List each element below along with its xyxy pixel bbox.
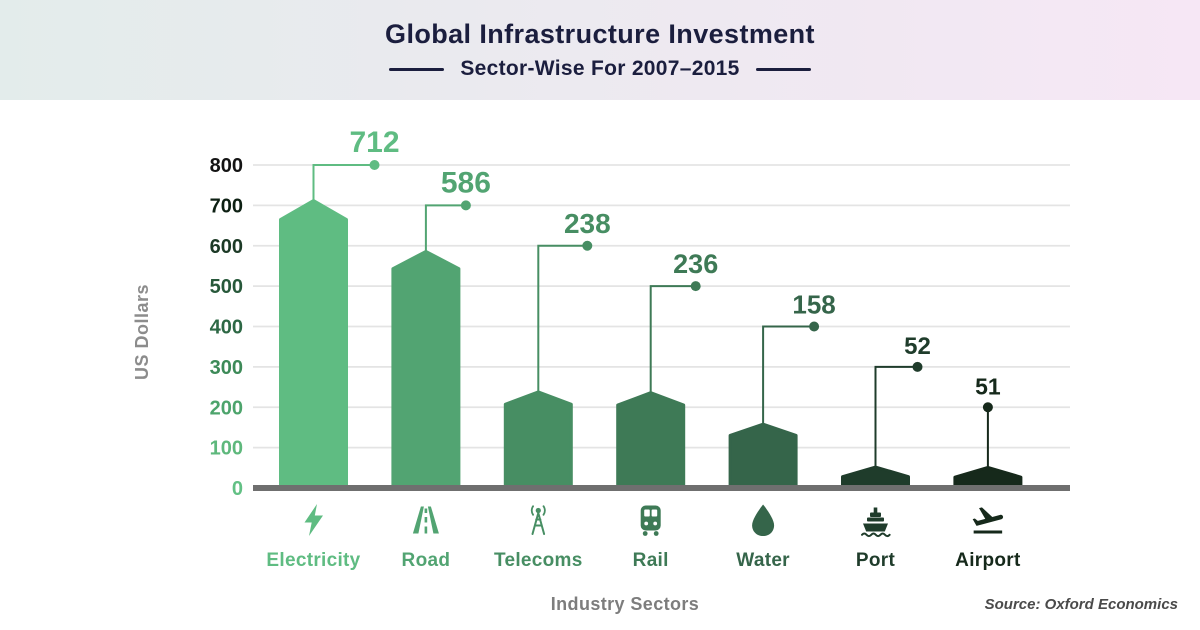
y-tick-label-500: 500 (210, 276, 243, 298)
callout-dot-rail (690, 281, 701, 292)
investment-bar-chart: 0 100 200 300 400 500 600 700 800 US Dollars 712 El… (132, 126, 1178, 614)
y-tick-label-200: 200 (210, 397, 243, 419)
y-tick-label-0: 0 (232, 478, 243, 500)
y-tick-label-800: 800 (210, 155, 243, 177)
y-tick-label-600: 600 (210, 236, 243, 258)
callout-line-water (762, 325, 815, 425)
y-tick-label-300: 300 (210, 357, 243, 379)
y-tick-label-400: 400 (210, 317, 243, 339)
value-label-water: 158 (792, 290, 835, 320)
value-label-port: 52 (904, 333, 931, 360)
bar-water (728, 422, 798, 490)
y-tick-label-100: 100 (210, 438, 243, 460)
ship-icon (861, 507, 891, 538)
category-label-electricity: Electricity (266, 550, 360, 571)
callout-line-rail (649, 285, 696, 393)
callout-line-electricity (312, 164, 375, 201)
chart-subtitle-row: Sector-Wise For 2007–2015 (389, 57, 811, 81)
callout-dot-road (460, 200, 471, 211)
chart-title: Global Infrastructure Investment (385, 19, 815, 49)
callout-dot-port (912, 361, 923, 372)
category-label-telecoms: Telecoms (494, 550, 583, 571)
subtitle-left-rule (389, 67, 445, 71)
callout-line-telecoms (537, 244, 588, 392)
chart-subtitle: Sector-Wise For 2007–2015 (460, 57, 740, 80)
bar-electricity (279, 199, 348, 490)
y-tick-label-700: 700 (210, 195, 243, 217)
callout-dot-electricity (369, 160, 380, 170)
bar-airport (953, 465, 1023, 490)
category-label-rail: Rail (633, 550, 669, 571)
road-icon (412, 506, 439, 534)
value-label-airport: 51 (975, 373, 1001, 399)
x-axis-baseline (253, 485, 1070, 491)
callout-line-port (874, 365, 918, 468)
bar-telecoms (503, 390, 573, 490)
radio-tower-icon (530, 505, 546, 535)
category-label-port: Port (856, 550, 896, 571)
callout-dot-water (809, 321, 820, 332)
airplane-takeoff-icon (972, 507, 1004, 534)
bar-rail (616, 391, 686, 490)
category-label-water: Water (736, 550, 790, 571)
bar-road (391, 249, 461, 490)
train-icon (640, 505, 661, 536)
source-credit: Source: Oxford Economics (985, 596, 1178, 613)
value-label-telecoms: 238 (564, 208, 611, 239)
category-label-airport: Airport (955, 550, 1021, 571)
callout-dot-telecoms (582, 240, 593, 251)
lightning-icon (304, 504, 323, 536)
chart-header: Global Infrastructure Investment Sector-… (0, 0, 1200, 100)
callout-dot-airport (982, 402, 993, 413)
callout-line-road (424, 204, 466, 252)
value-label-rail: 236 (673, 249, 718, 279)
subtitle-right-rule (755, 67, 811, 71)
value-label-electricity: 712 (349, 126, 399, 159)
value-label-road: 586 (441, 166, 491, 199)
y-axis-title: US Dollars (132, 284, 152, 380)
x-axis-title: Industry Sectors (551, 594, 699, 614)
bar-port (841, 465, 910, 490)
category-label-road: Road (402, 550, 451, 571)
water-drop-icon (752, 504, 775, 536)
